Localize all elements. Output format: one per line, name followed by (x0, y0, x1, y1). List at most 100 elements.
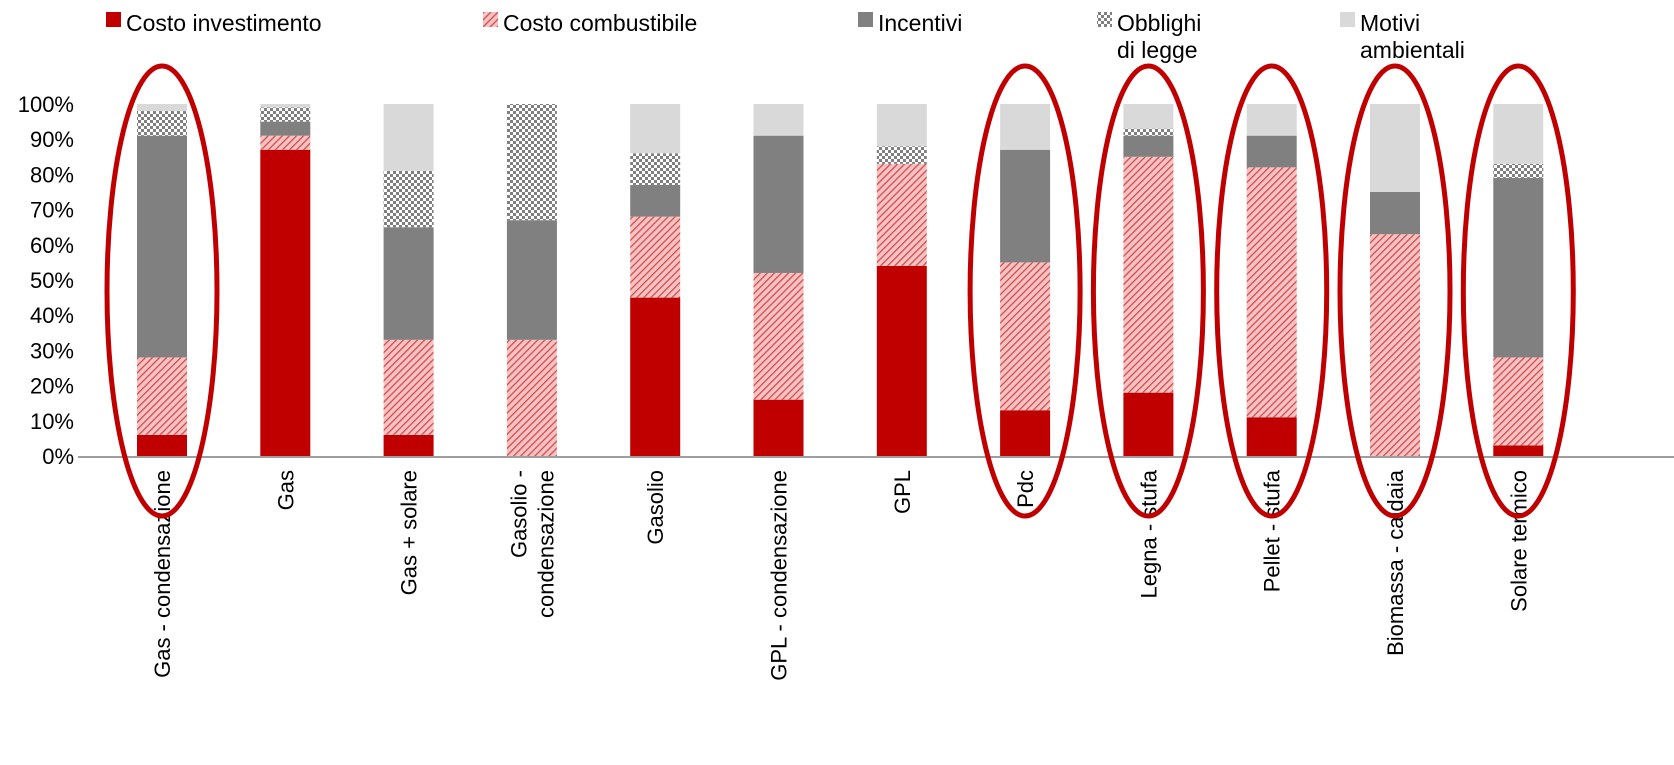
bar-segment (1000, 410, 1051, 456)
bar-segment (753, 399, 804, 456)
bar-segment (1123, 128, 1174, 136)
bar-segment (1123, 156, 1174, 393)
bar-segment (630, 297, 681, 456)
bar-segment (753, 104, 804, 136)
y-tick-label: 90% (30, 127, 74, 152)
bar-segment (1493, 357, 1544, 446)
bar-segment (260, 149, 311, 456)
highlight-ellipse (1214, 63, 1330, 519)
bar-segment (1370, 104, 1420, 192)
highlight-ellipse (1460, 63, 1576, 519)
legend-label: Motivi (1360, 10, 1420, 36)
bar-segment (1246, 104, 1297, 136)
y-tick-label: 20% (30, 374, 74, 399)
bar-segment (383, 339, 434, 435)
y-tick-label: 40% (30, 303, 74, 328)
y-tick-label: 70% (30, 198, 74, 223)
category-label: condensazione (533, 470, 558, 618)
bar-segment (1246, 135, 1297, 168)
bar-segment (1246, 167, 1297, 418)
bar-segment (383, 170, 434, 228)
bar-segment (137, 434, 187, 456)
category-label: Gas (273, 470, 298, 510)
bar-segment (630, 104, 681, 154)
y-tick-label: 10% (30, 409, 74, 434)
bar-segment (753, 135, 804, 273)
bar-segment (1000, 262, 1051, 411)
bar-segment (260, 104, 311, 108)
category-label: Solare termico (1506, 470, 1531, 612)
bar-segment (1370, 234, 1420, 456)
highlight-ellipse (967, 63, 1083, 519)
bar-segment (383, 104, 434, 171)
y-tick-label: 100% (18, 92, 74, 117)
legend: Costo investimento Costo combustibile Ince… (106, 10, 1465, 63)
bar-segment (1000, 104, 1051, 150)
bar-segment (876, 104, 927, 147)
bar-segment (1370, 192, 1420, 235)
legend-label: Obblighi (1117, 10, 1201, 36)
y-axis: 0% 10% 20% 30% 40% 50% 60% 70% 80% 90% 100% (18, 92, 74, 469)
bar-segment (1493, 104, 1544, 164)
y-tick-label: 60% (30, 233, 74, 258)
category-label: Pellet - stufa (1260, 469, 1285, 592)
bar-segment (506, 104, 557, 221)
legend-label: Costo combustibile (503, 10, 697, 36)
legend-swatch-2 (858, 12, 873, 27)
category-label: Pdc (1013, 470, 1038, 508)
bar-segment (137, 111, 187, 136)
category-label: Gas - condensazione (150, 470, 175, 678)
bar-segment (1123, 104, 1174, 129)
legend-swatch-4 (1340, 12, 1355, 27)
highlight-ellipse (104, 63, 220, 519)
legend-swatch-3 (1097, 12, 1112, 27)
y-tick-label: 50% (30, 268, 74, 293)
bar-segment (260, 121, 311, 136)
bar-segment (1123, 135, 1174, 157)
legend-label: Incentivi (878, 10, 962, 36)
category-label: Gasolio - (506, 470, 531, 558)
bar-segment (260, 107, 311, 122)
bar-segment (753, 272, 804, 400)
category-label: Biomassa - caldaia (1383, 469, 1408, 656)
bar-segment (137, 104, 187, 112)
highlight-ellipses (104, 63, 1576, 519)
bar-segment (1493, 163, 1544, 178)
legend-label: ambientali (1360, 37, 1465, 63)
bar-segment (1246, 417, 1297, 456)
bars (137, 104, 1544, 456)
category-label: GPL (890, 470, 915, 514)
bar-segment (383, 227, 434, 340)
legend-label: di legge (1117, 37, 1198, 63)
y-tick-label: 0% (42, 444, 74, 469)
bar-segment (630, 216, 681, 298)
y-tick-label: 30% (30, 338, 74, 363)
bar-segment (506, 339, 557, 456)
bar-segment (876, 163, 927, 266)
highlight-ellipse (1090, 63, 1206, 519)
category-label: Legna - stufa (1136, 469, 1161, 598)
bar-segment (630, 153, 681, 185)
category-label: Gasolio (643, 470, 668, 545)
bar-segment (1493, 177, 1544, 358)
bar-segment (876, 146, 927, 164)
bar-segment (1123, 392, 1174, 456)
bar-segment (1493, 445, 1544, 456)
bar-segment (876, 265, 927, 456)
bar-segment (137, 135, 187, 358)
bar-segment (630, 184, 681, 217)
bar-segment (506, 220, 557, 340)
legend-swatch-0 (106, 12, 121, 27)
highlight-ellipse (1337, 63, 1453, 519)
category-label: Gas + solare (397, 470, 422, 595)
legend-swatch-1 (483, 12, 498, 27)
y-tick-label: 80% (30, 162, 74, 187)
bar-segment (383, 434, 434, 456)
category-label: GPL - condensazione (767, 470, 792, 681)
legend-label: Costo investimento (126, 10, 322, 36)
category-labels: Gas - condensazione Gas Gas + solare Gasoli… (150, 469, 1531, 681)
bar-segment (137, 357, 187, 435)
bar-segment (260, 135, 311, 150)
